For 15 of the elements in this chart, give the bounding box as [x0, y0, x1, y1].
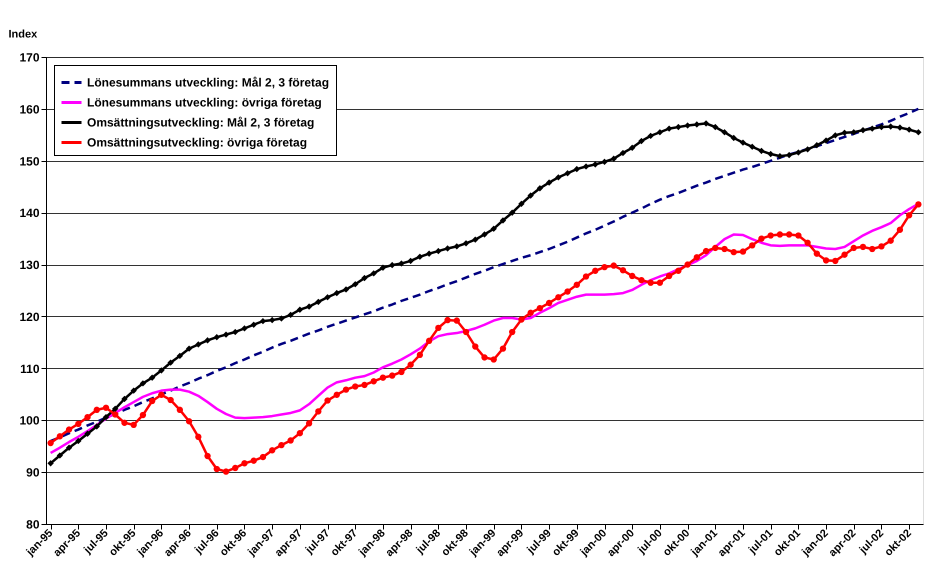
- y-tick-label: 90: [26, 466, 40, 480]
- y-tick-label: 150: [19, 154, 40, 168]
- legend-label: Lönesummans utveckling: övriga företag: [87, 96, 322, 110]
- legend-label: Omsättningsutveckling: Mål 2, 3 företag: [87, 116, 314, 130]
- y-tick-label: 80: [26, 518, 40, 532]
- y-tick-label: 100: [19, 414, 40, 428]
- y-axis-title: Index: [8, 28, 38, 40]
- y-tick-label: 170: [19, 50, 40, 64]
- legend-label: Omsättningsutveckling: övriga företag: [87, 136, 308, 150]
- y-tick-label: 130: [19, 258, 40, 272]
- y-tick-label: 140: [19, 206, 40, 220]
- y-tick-label: 110: [20, 362, 40, 376]
- y-tick-label: 160: [19, 102, 40, 116]
- legend-label: Lönesummans utveckling: Mål 2, 3 företag: [87, 76, 330, 90]
- y-tick-label: 120: [19, 310, 40, 324]
